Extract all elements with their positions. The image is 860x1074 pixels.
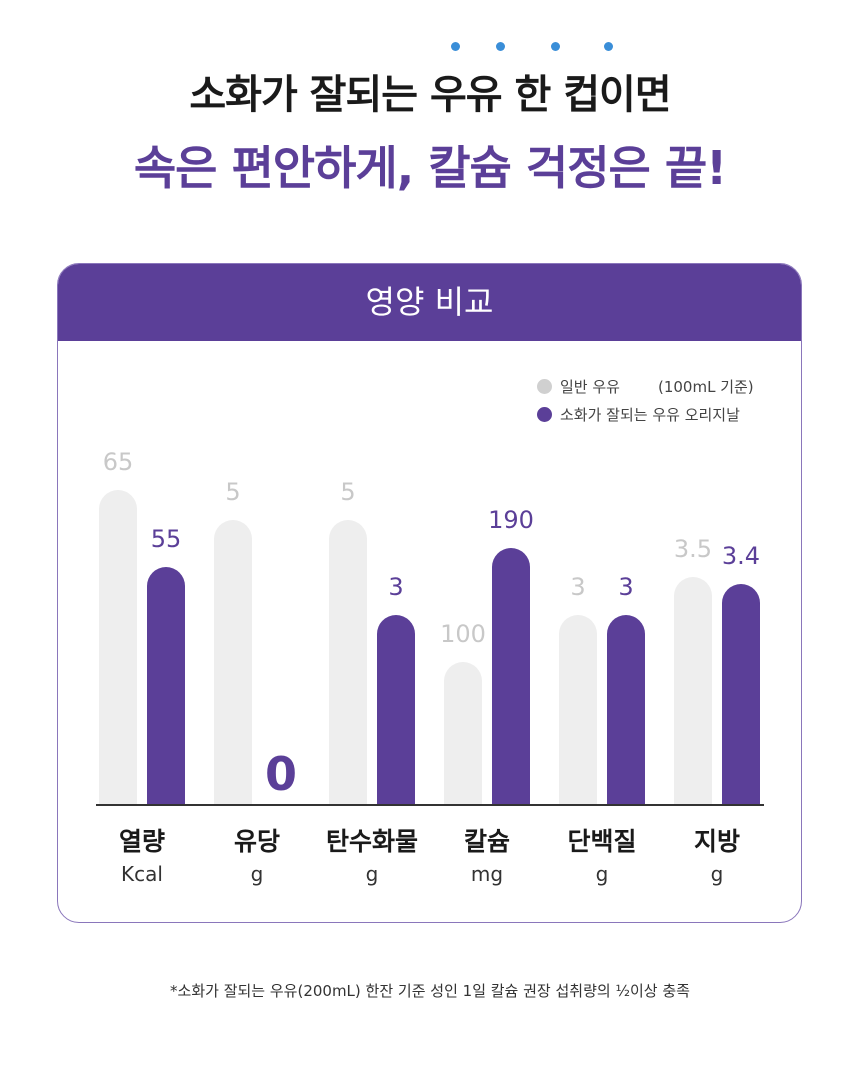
data-label: 5 <box>225 478 241 506</box>
unit-label: Kcal <box>121 862 163 886</box>
legend-label: 일반 우유 <box>560 377 620 396</box>
unit-label: mg <box>470 862 504 886</box>
legend: 일반 우유 (100mL 기준) 소화가 잘되는 우유 오리지날 <box>537 372 754 428</box>
data-label: 3.4 <box>721 541 761 570</box>
original-bar-4 <box>607 615 645 805</box>
original-bar-2 <box>377 615 415 805</box>
x-axis-line <box>96 804 764 806</box>
headline: 소화가 잘되는 우유 한 컵이면 <box>189 72 671 118</box>
legend-item-original: 소화가 잘되는 우유 오리지날 <box>537 400 754 428</box>
emphasis-dot <box>451 42 460 51</box>
data-label: 3 <box>618 573 634 601</box>
regular-bar-3 <box>444 662 482 805</box>
category-label: 칼슘 <box>463 827 510 856</box>
data-label: 3 <box>388 573 404 601</box>
purple-circle-icon <box>537 406 552 422</box>
data-label: 55 <box>150 525 182 553</box>
category-label: 탄수화물 <box>325 827 418 856</box>
regular-bar-5 <box>674 577 712 805</box>
data-label: 100 <box>440 620 486 648</box>
regular-bar-0 <box>99 490 137 805</box>
category-label: 유당 <box>233 827 280 856</box>
original-bar-5 <box>722 583 760 805</box>
legend-item-regular: 일반 우유 (100mL 기준) <box>537 372 754 400</box>
unit-label: g <box>365 862 379 886</box>
category-label: 지방 <box>693 827 740 856</box>
category-label: 단백질 <box>567 827 637 856</box>
unit-label: g <box>710 862 724 886</box>
data-label: 3 <box>570 573 586 601</box>
emphasis-dot <box>551 42 560 51</box>
unit-label: g <box>595 862 609 886</box>
data-label: 65 <box>102 448 134 476</box>
original-bar-0 <box>147 567 185 805</box>
chart-title: 영양 비교 <box>58 264 801 341</box>
category-label: 열량 <box>118 827 165 856</box>
regular-bar-2 <box>329 520 367 805</box>
gray-circle-icon <box>537 378 552 394</box>
data-label: 0 <box>264 747 297 801</box>
regular-bar-4 <box>559 615 597 805</box>
footnote: *소화가 잘되는 우유(200mL) 한잔 기준 성인 1일 칼슘 권장 섭취량… <box>170 982 690 1000</box>
unit-label: g <box>250 862 264 886</box>
emphasis-dot <box>496 42 505 51</box>
original-bar-3 <box>492 548 530 805</box>
regular-bar-1 <box>214 520 252 805</box>
subheadline: 속은 편안하게, 칼슘 걱정은 끝! <box>133 141 727 195</box>
data-label: 190 <box>488 506 534 534</box>
legend-label: 소화가 잘되는 우유 오리지날 <box>560 405 740 424</box>
data-label: 5 <box>340 478 356 506</box>
emphasis-dot <box>604 42 613 51</box>
basis-note: (100mL 기준) <box>657 377 754 396</box>
data-label: 3.5 <box>673 535 713 563</box>
